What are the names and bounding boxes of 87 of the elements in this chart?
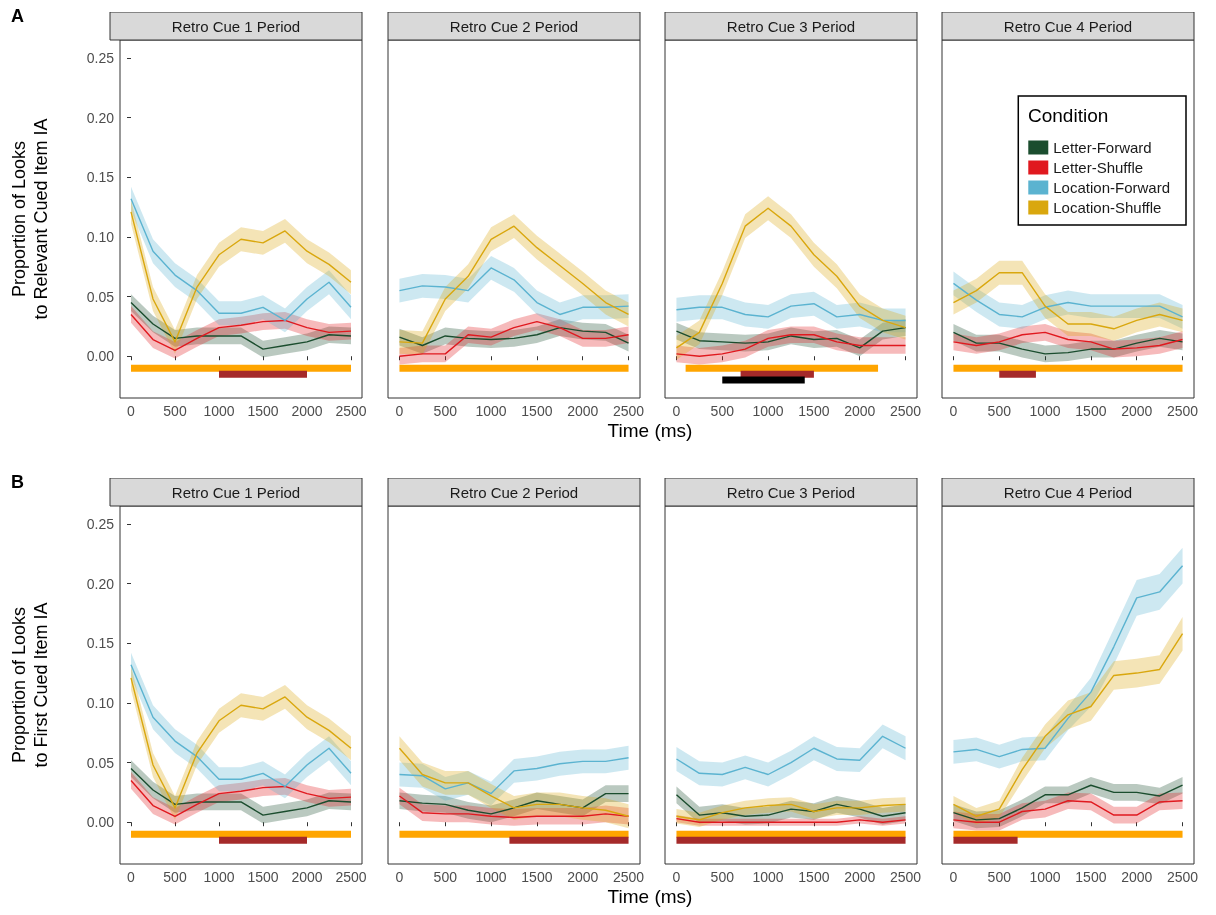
- x-tick-label: 2500: [612, 403, 645, 419]
- x-tick-label: 1500: [798, 869, 830, 885]
- text: A: [11, 6, 24, 27]
- x-tick-label: 500: [163, 403, 187, 419]
- x-tick-label: 1000: [1029, 869, 1061, 885]
- y-tick-label: 0.25: [86, 49, 115, 66]
- y-tick-label: 0.05: [86, 288, 115, 305]
- y-tick-label: 0.10: [86, 228, 115, 245]
- x-tick-label: 2000: [567, 869, 599, 885]
- x-tick-label: 0: [672, 403, 681, 419]
- line-series: [130, 767, 352, 816]
- chart-title: Retro Cue 2 Period: [449, 483, 579, 501]
- y-tick-label: 0.10: [86, 694, 115, 711]
- line-series: [130, 677, 352, 809]
- y-tick-label: 0.05: [86, 754, 115, 771]
- x-tick-label: 0: [949, 869, 958, 885]
- line-series: [130, 664, 352, 788]
- x-tick-label: 1500: [521, 403, 553, 419]
- x-tick-label: 1000: [203, 403, 235, 419]
- legend-label: Letter-Forward: [1053, 139, 1152, 156]
- line-series: [130, 779, 352, 817]
- chart-title: Retro Cue 3 Period: [726, 17, 856, 35]
- legend-label: Letter-Shuffle: [1053, 159, 1144, 176]
- x-tick-label: 1500: [1075, 869, 1107, 885]
- x-tick-label: 0: [127, 869, 136, 885]
- y-axis-title: Proportion of Looks to Relevant Cued Item IA: [9, 118, 51, 320]
- x-tick-label: 2000: [1121, 403, 1153, 419]
- legend-title: Condition: [1028, 105, 1109, 126]
- x-tick-label: 500: [433, 403, 458, 419]
- x-tick-label: 500: [433, 869, 458, 885]
- chart-title: Retro Cue 1 Period: [171, 483, 301, 501]
- x-tick-label: 1000: [475, 869, 507, 885]
- y-tick-label: 0.00: [86, 814, 115, 831]
- y-axis-title: Proportion of Looks to First Cued Item IA: [9, 602, 51, 768]
- line-series: [130, 313, 352, 351]
- x-tick-label: 2000: [291, 403, 323, 419]
- x-tick-label: 0: [949, 403, 958, 419]
- x-tick-label: 500: [710, 869, 735, 885]
- legend-label: Location-Shuffle: [1053, 199, 1162, 216]
- x-tick-label: 1000: [475, 403, 507, 419]
- x-tick-label: 1500: [798, 403, 830, 419]
- y-tick-label: 0.00: [86, 348, 115, 365]
- x-axis-title: Time (ms): [606, 420, 694, 442]
- x-tick-label: 2500: [1166, 869, 1199, 885]
- x-tick-label: 0: [395, 403, 404, 419]
- x-tick-label: 2500: [335, 403, 367, 419]
- x-tick-label: 0: [127, 403, 136, 419]
- x-tick-label: 2000: [844, 403, 876, 419]
- x-tick-label: 2500: [889, 869, 922, 885]
- x-axis-title: Time (ms): [606, 886, 694, 908]
- line-series: [130, 211, 352, 343]
- x-tick-label: 1500: [247, 869, 279, 885]
- legend-label: Location-Forward: [1053, 179, 1170, 196]
- chart-title: Retro Cue 4 Period: [1003, 17, 1133, 35]
- x-tick-label: 2500: [889, 403, 922, 419]
- y-tick-label: 0.20: [86, 109, 115, 126]
- chart-title: Retro Cue 1 Period: [171, 17, 301, 35]
- x-tick-label: 2500: [1166, 403, 1199, 419]
- y-tick-label: 0.25: [86, 515, 115, 532]
- x-tick-label: 2000: [1121, 869, 1153, 885]
- x-tick-label: 500: [987, 403, 1012, 419]
- y-tick-label: 0.20: [86, 575, 115, 592]
- x-tick-label: 2500: [612, 869, 645, 885]
- x-tick-label: 1000: [752, 403, 784, 419]
- x-tick-label: 500: [987, 869, 1012, 885]
- x-tick-label: 500: [163, 869, 187, 885]
- x-tick-label: 1000: [203, 869, 235, 885]
- line-series: [130, 198, 352, 322]
- x-tick-label: 1500: [521, 869, 553, 885]
- y-tick-label: 0.15: [86, 635, 115, 652]
- x-tick-label: 1000: [752, 869, 784, 885]
- x-tick-label: 2000: [844, 869, 876, 885]
- x-tick-label: 2500: [335, 869, 367, 885]
- line-series: [130, 301, 352, 350]
- x-tick-label: 0: [395, 869, 404, 885]
- chart-title: Retro Cue 2 Period: [449, 17, 579, 35]
- text: B: [11, 472, 24, 493]
- x-tick-label: 500: [710, 403, 735, 419]
- y-tick-label: 0.15: [86, 169, 115, 186]
- x-tick-label: 1500: [1075, 403, 1107, 419]
- x-tick-label: 2000: [291, 869, 323, 885]
- x-tick-label: 0: [672, 869, 681, 885]
- x-tick-label: 1500: [247, 403, 279, 419]
- chart-title: Retro Cue 3 Period: [726, 483, 856, 501]
- x-tick-label: 2000: [567, 403, 599, 419]
- x-tick-label: 1000: [1029, 403, 1061, 419]
- chart-title: Retro Cue 4 Period: [1003, 483, 1133, 501]
